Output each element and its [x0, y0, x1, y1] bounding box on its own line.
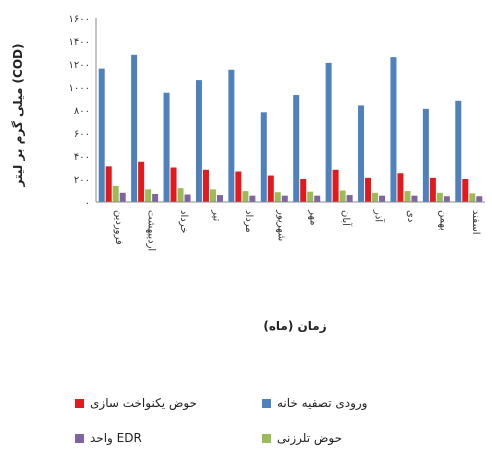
bar-4 [216, 195, 223, 202]
bar-1 [98, 68, 105, 202]
bar-4 [184, 194, 191, 202]
y-tick-label: ۱۶۰۰ [69, 14, 90, 25]
bar-3 [404, 191, 411, 202]
legend-label: ورودی تصفیه خانه [277, 396, 367, 411]
legend-label: حوض یکنواخت سازی [90, 396, 197, 411]
legend-swatch [262, 399, 271, 408]
legend-label: واحد EDR [90, 431, 142, 446]
legend-swatch [75, 399, 84, 408]
bar-2 [105, 166, 112, 202]
bar-2 [365, 177, 372, 202]
legend-swatch [75, 434, 84, 443]
x-tick-label: تیر [210, 209, 221, 222]
x-tick-label: مرداد [243, 210, 254, 233]
x-axis-title: زمان (ماه) [263, 319, 326, 333]
x-tick-labels: فروردین اردیبهشت خرداد تیر مرداد شهریور مهر آبا… [113, 209, 481, 251]
bar-4 [281, 195, 288, 202]
legend: ورودی تصفیه خانه حوض یکنواخت سازی حوض تلرز… [75, 396, 367, 446]
y-tick-label: ۱۴۰۰ [69, 37, 90, 48]
bar-2 [170, 167, 177, 202]
bar-4 [346, 195, 353, 202]
bar-1 [455, 100, 462, 202]
y-tick-label: ۰ [85, 198, 90, 209]
bar-1 [195, 80, 202, 202]
bar-4 [476, 196, 483, 202]
y-tick-label: ۱۰۰۰ [69, 83, 90, 94]
y-tick-label: ۸۰۰ [74, 106, 90, 117]
x-tick-label: آبان [340, 210, 353, 227]
x-tick-label: مهر [308, 209, 319, 225]
bar-4 [379, 195, 386, 202]
x-tick-label: اردیبهشت [146, 210, 157, 251]
bar-3 [242, 191, 249, 202]
bar-2 [138, 161, 145, 202]
x-tick-label: فروردین [113, 210, 124, 245]
bar-4 [314, 195, 321, 202]
x-tick-label: شهریور [275, 209, 286, 241]
bar-4 [411, 195, 418, 202]
bar-3 [307, 191, 314, 202]
bar-2 [202, 169, 209, 202]
bar-2 [397, 173, 404, 202]
bar-3 [372, 192, 379, 202]
bar-1 [260, 112, 267, 202]
bar-2 [462, 179, 469, 202]
bar-3 [339, 190, 346, 202]
y-tick-label: ۶۰۰ [74, 129, 90, 140]
bar-3 [436, 192, 443, 202]
legend-label: حوض تلرزنی [277, 431, 342, 446]
bar-4 [152, 193, 159, 202]
x-tick-label: دی [405, 210, 416, 222]
bar-4 [249, 195, 256, 202]
bar-1 [358, 105, 365, 202]
bar-3 [274, 192, 281, 202]
y-tick-label: ۴۰۰ [74, 152, 90, 163]
bar-4 [119, 192, 126, 202]
bar-2 [235, 171, 242, 202]
x-tick-label: اسفند [470, 210, 481, 234]
x-tick-label: خرداد [178, 210, 189, 233]
bar-2 [429, 177, 436, 202]
bar-3 [112, 185, 119, 202]
bars-layer [98, 54, 483, 202]
bar-4 [443, 196, 450, 202]
bar-2 [267, 175, 274, 202]
bar-1 [325, 62, 332, 202]
bar-3 [177, 188, 184, 202]
bar-1 [163, 92, 170, 202]
bar-1 [293, 95, 300, 202]
legend-swatch [262, 434, 271, 443]
bar-1 [131, 54, 138, 202]
bar-3 [469, 193, 476, 202]
y-axis-title: میلی گرم بر لیتر (COD) [11, 43, 26, 187]
bar-3 [145, 189, 152, 202]
bar-1 [390, 57, 397, 202]
x-tick-label: بهمن [437, 210, 448, 231]
y-tick-label: ۱۲۰۰ [69, 60, 90, 71]
bar-2 [332, 169, 339, 202]
y-tick-label: ۲۰۰ [74, 175, 90, 186]
y-tick-labels: ۰ ۲۰۰ ۴۰۰ ۶۰۰ ۸۰۰ ۱۰۰۰ ۱۲۰۰ ۱۴۰۰ ۱۶۰۰ [69, 14, 90, 209]
x-tick-label: آذر [373, 209, 386, 223]
bar-1 [422, 108, 429, 202]
bar-3 [209, 189, 216, 202]
bar-2 [300, 179, 307, 202]
bar-1 [228, 69, 235, 202]
